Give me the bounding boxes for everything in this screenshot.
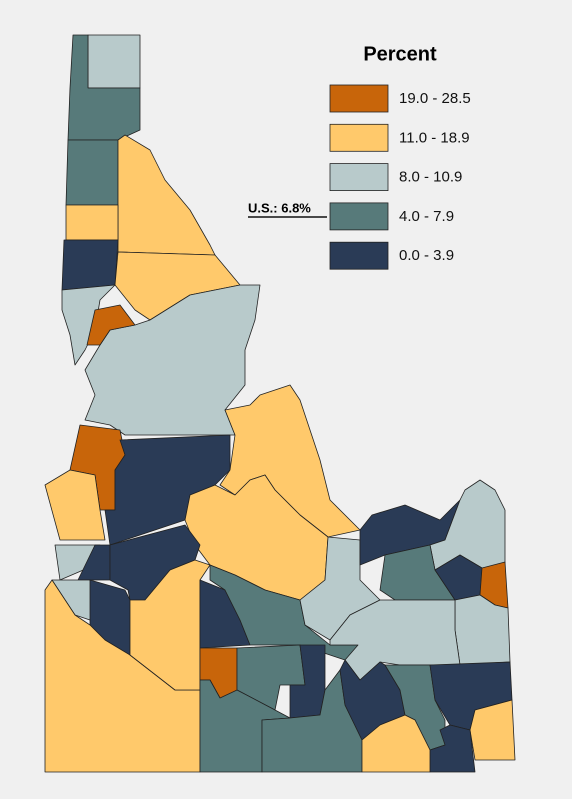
legend-label: 19.0 - 28.5	[399, 90, 471, 107]
county	[65, 139, 119, 206]
county	[44, 469, 106, 541]
legend-swatch	[329, 163, 389, 192]
legend-label: 4.0 - 7.9	[399, 208, 454, 225]
legend: 19.0 - 28.5 11.0 - 18.9 8.0 - 10.9 4.0 - 7.…	[329, 84, 471, 270]
county	[61, 239, 119, 291]
county	[61, 284, 116, 366]
county	[87, 34, 141, 89]
county	[84, 284, 261, 436]
county	[86, 304, 136, 346]
legend-swatch	[329, 123, 389, 152]
legend-swatch	[329, 84, 389, 113]
county	[65, 204, 119, 241]
county	[429, 724, 476, 773]
legend-swatch	[329, 202, 389, 231]
legend-label: 8.0 - 10.9	[399, 169, 462, 186]
county	[199, 679, 291, 773]
legend-label: 0.0 - 3.9	[399, 247, 454, 264]
county	[129, 559, 211, 691]
legend-label: 11.0 - 18.9	[399, 129, 470, 146]
legend-swatch	[329, 241, 389, 270]
legend-title: Percent	[363, 43, 437, 65]
county	[469, 699, 516, 761]
counties	[44, 34, 516, 773]
county	[67, 34, 141, 141]
county	[104, 434, 231, 546]
county	[361, 714, 431, 773]
us-annotation: U.S.: 6.8%	[248, 200, 311, 215]
